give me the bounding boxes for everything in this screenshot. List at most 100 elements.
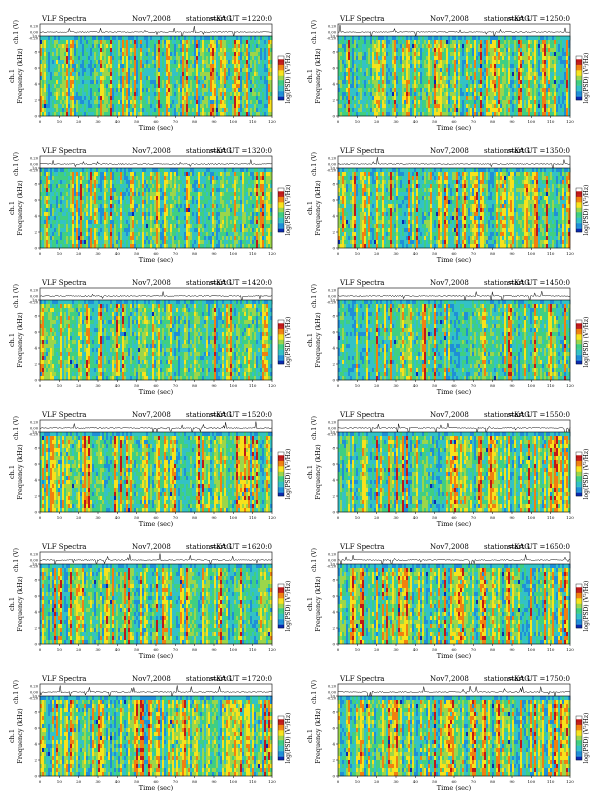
spectrogram-cell [230, 96, 232, 100]
spectrogram-cell [168, 56, 170, 60]
spectrogram-cell [74, 88, 76, 92]
spectrogram-cell [168, 60, 170, 64]
spectrogram-cell [448, 100, 450, 104]
spectrogram-cell [92, 84, 94, 88]
spectrogram-cell [42, 68, 44, 72]
spectrogram-cell [116, 76, 118, 80]
spectrogram-cell [118, 56, 120, 60]
spectrogram-cell [212, 112, 214, 116]
spectrogram-cell [190, 96, 192, 100]
spectrogram-cell [410, 88, 412, 92]
spectrogram-cell [210, 92, 212, 96]
spectrogram-cell [212, 100, 214, 104]
spectrogram-cell [196, 88, 198, 92]
spectrogram-cell [454, 52, 456, 56]
spectrogram-cell [238, 96, 240, 100]
spectrogram-cell [154, 104, 156, 108]
spectrogram-cell [374, 80, 376, 84]
spectrogram-cell [104, 100, 106, 104]
spectrogram-cell [80, 112, 82, 116]
spectrogram-cell [190, 80, 192, 84]
x-tick-label: 10 [57, 119, 63, 124]
spectrogram-cell [140, 36, 142, 40]
spectrogram-cell [408, 112, 410, 116]
spectrogram-cell [366, 80, 368, 84]
spectrogram-cell [210, 80, 212, 84]
spectrogram-cell [412, 44, 414, 48]
spectrogram-cell [200, 96, 202, 100]
spectrogram-cell [406, 56, 408, 60]
spectrogram-cell [132, 68, 134, 72]
spectrogram-cell [202, 76, 204, 80]
spectrogram-cell [388, 108, 390, 112]
spectrogram-cell [158, 112, 160, 116]
spectrogram-cell [220, 40, 222, 44]
spectrogram-cell [224, 104, 226, 108]
spectrogram-cell [432, 64, 434, 68]
spectrogram-cell [108, 60, 110, 64]
spectrogram-cell [444, 60, 446, 64]
spectrogram-cell [470, 96, 472, 100]
spectrogram-cell [198, 80, 200, 84]
spectrogram-cell [344, 72, 346, 76]
spectrogram-cell [472, 80, 474, 84]
spectrogram-cell [104, 36, 106, 40]
spectrogram-cell [114, 112, 116, 116]
spectrogram-cell [152, 40, 154, 44]
spectrogram-cell [424, 44, 426, 48]
spectrogram-cell [342, 92, 344, 96]
spectrogram-cell [120, 44, 122, 48]
spectrogram-cell [114, 80, 116, 84]
spectrogram-cell [416, 104, 418, 108]
spectrogram-cell [248, 88, 250, 92]
spectrogram-cell [398, 76, 400, 80]
spectrogram-cell [176, 112, 178, 116]
spectrogram-cell [186, 88, 188, 92]
spectrogram-cell [172, 44, 174, 48]
spectrogram-cell [42, 84, 44, 88]
spectrogram-cell [92, 44, 94, 48]
spectrogram-cell [438, 88, 440, 92]
spectrogram-cell [108, 52, 110, 56]
spectrogram-cell [368, 108, 370, 112]
spectrogram-cell [112, 40, 114, 44]
spectrogram-cell [400, 40, 402, 44]
spectrogram-cell [204, 100, 206, 104]
spectrogram-cell [126, 56, 128, 60]
spectrogram-cell [216, 92, 218, 96]
spectrogram-cell [472, 68, 474, 72]
spectrogram-cell [438, 48, 440, 52]
spectrogram-cell [56, 52, 58, 56]
spectrogram-cell [74, 80, 76, 84]
spectrogram-cell [466, 64, 468, 68]
spectrogram-cell [412, 80, 414, 84]
spectrogram-cell [264, 36, 266, 40]
spectrogram-cell [428, 44, 430, 48]
spectrogram-cell [376, 72, 378, 76]
spectrogram-cell [150, 80, 152, 84]
spectrogram-cell [76, 108, 78, 112]
spectrogram-cell [236, 52, 238, 56]
spectrogram-cell [58, 104, 60, 108]
spectrogram-cell [456, 68, 458, 72]
spectrogram-cell [172, 48, 174, 52]
spectrogram-cell [340, 48, 342, 52]
spectrogram-cell [346, 92, 348, 96]
spectrogram-cell [204, 48, 206, 52]
spectrogram-cell [428, 48, 430, 52]
spectrogram-cell [238, 80, 240, 84]
spectrogram-cell [114, 108, 116, 112]
spectrogram-cell [422, 68, 424, 72]
spectrogram-cell [474, 64, 476, 68]
spectrogram-cell [96, 60, 98, 64]
spectrogram-cell [364, 84, 366, 88]
spectrogram-cell [418, 112, 420, 116]
spectrogram-cell [244, 88, 246, 92]
spectrogram-cell [370, 88, 372, 92]
spectrogram-cell [74, 44, 76, 48]
spectrogram-cell [344, 60, 346, 64]
spectrogram-cell [386, 56, 388, 60]
spectrogram-cell [390, 76, 392, 80]
spectrogram-cell [148, 88, 150, 92]
spectrogram-cell [384, 36, 386, 40]
